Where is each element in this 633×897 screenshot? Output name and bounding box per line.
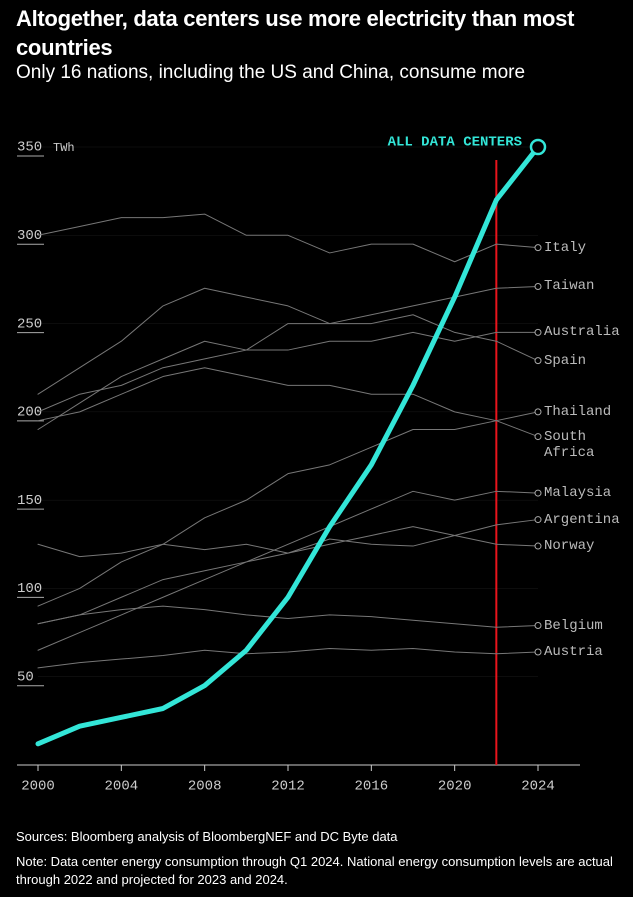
sources: Sources: Bloomberg analysis of Bloomberg…	[16, 829, 398, 844]
end-marker	[534, 622, 542, 630]
end-marker	[534, 328, 542, 336]
country-label: Spain	[544, 352, 587, 369]
highlight-line	[35, 144, 541, 747]
country-label: Argentina	[544, 511, 620, 528]
country-line	[37, 519, 539, 625]
y-unit: TWh	[53, 141, 75, 155]
country-line	[37, 287, 539, 395]
series-label: ALL DATA CENTERS	[388, 135, 522, 151]
country-label: South Africa	[544, 428, 595, 461]
x-tick-label: 2008	[188, 779, 222, 795]
x-tick-label: 2000	[21, 779, 55, 795]
y-tick-label: 300	[17, 228, 42, 244]
end-marker	[534, 489, 542, 497]
x-tick-label: 2020	[438, 779, 472, 795]
country-line	[37, 285, 539, 431]
country-label: Austria	[544, 643, 603, 660]
country-label: Italy	[544, 239, 587, 256]
end-marker	[534, 357, 542, 365]
country-line	[37, 411, 539, 607]
end-marker	[534, 516, 542, 524]
y-tick-label: 100	[17, 581, 42, 597]
y-tick-label: 350	[17, 140, 42, 156]
end-marker	[534, 408, 542, 416]
country-line	[37, 213, 539, 263]
y-tick-label: 200	[17, 405, 42, 421]
end-marker	[529, 138, 547, 156]
country-label: Australia	[544, 324, 620, 341]
end-marker	[534, 244, 542, 252]
note: Note: Data center energy consumption thr…	[16, 854, 613, 887]
country-label: Norway	[544, 538, 595, 555]
country-line	[37, 605, 539, 628]
x-tick-label: 2004	[105, 779, 139, 795]
end-marker	[534, 648, 542, 656]
country-line	[37, 490, 539, 651]
chart-subtitle: Only 16 nations, including the US and Ch…	[16, 62, 526, 83]
country-label: Belgium	[544, 617, 603, 634]
x-tick-label: 2024	[521, 779, 555, 795]
x-tick-label: 2012	[271, 779, 305, 795]
x-tick-label: 2016	[355, 779, 389, 795]
country-label: Malaysia	[544, 485, 612, 502]
y-tick-label: 50	[17, 669, 34, 685]
y-tick-label: 250	[17, 316, 42, 332]
country-line	[37, 534, 539, 558]
country-line	[37, 331, 539, 413]
end-marker	[534, 542, 542, 550]
end-marker	[534, 282, 542, 290]
country-line	[37, 367, 539, 438]
end-marker	[534, 433, 542, 441]
country-label: Taiwan	[544, 278, 595, 295]
y-tick-label: 150	[17, 493, 42, 509]
chart-title: Altogether, data centers use more electr…	[16, 6, 575, 60]
country-line	[37, 647, 539, 669]
country-label: Thailand	[544, 403, 612, 420]
